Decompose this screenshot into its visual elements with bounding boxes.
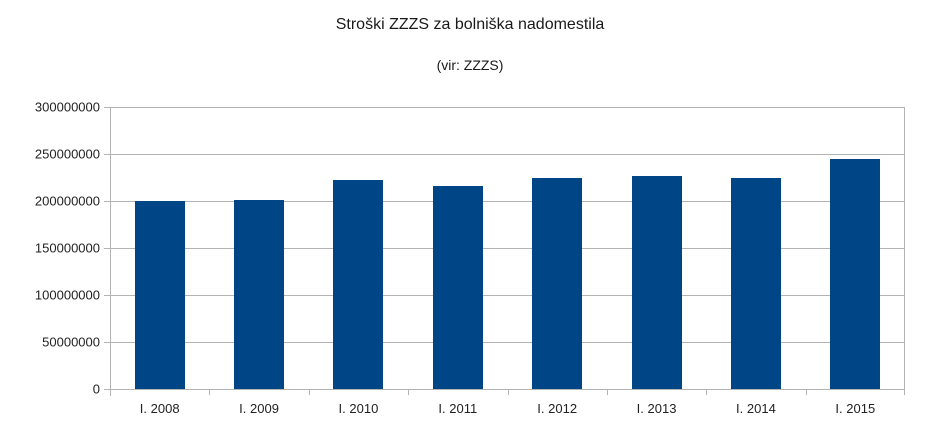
x-tick xyxy=(408,389,410,395)
plot-area xyxy=(110,107,905,390)
bar-2013 xyxy=(631,175,682,389)
y-tick xyxy=(104,107,110,108)
y-axis xyxy=(110,107,111,396)
bar-2009 xyxy=(234,200,285,389)
x-tick xyxy=(606,389,608,395)
chart-title: Stroški ZZZS za bolniška nadomestila xyxy=(335,16,605,33)
x-tick xyxy=(308,389,310,395)
y-tick xyxy=(104,248,110,249)
y-tick-label: 200000000 xyxy=(34,193,100,209)
bar-2015 xyxy=(830,158,881,389)
x-tick xyxy=(209,389,211,395)
gridline xyxy=(110,107,905,108)
bar-2014 xyxy=(730,177,781,389)
bar-2011 xyxy=(432,185,483,389)
gridline xyxy=(110,342,905,343)
x-tick-label: I. 2011 xyxy=(438,401,478,416)
x-tick xyxy=(507,389,509,395)
y-tick xyxy=(104,201,110,202)
x-tick xyxy=(805,389,807,395)
gridline xyxy=(110,295,905,296)
y-tick-label: 50000000 xyxy=(42,334,100,350)
x-tick xyxy=(706,389,708,395)
y-tick xyxy=(104,342,110,343)
x-tick-label: I. 2010 xyxy=(338,401,379,416)
gridline xyxy=(110,154,905,155)
y-tick xyxy=(104,295,110,296)
y-tick xyxy=(104,389,110,390)
x-tick xyxy=(904,389,905,395)
x-tick xyxy=(110,389,111,395)
bar-2010 xyxy=(333,180,384,389)
x-tick-label: I. 2013 xyxy=(636,401,677,416)
chart-subtitle: (vir: ZZZS) xyxy=(436,57,504,73)
bar-2012 xyxy=(532,177,583,389)
x-tick-label: I. 2014 xyxy=(736,401,776,416)
x-tick-label: I. 2015 xyxy=(835,401,876,416)
bar-2008 xyxy=(134,201,185,389)
x-tick-label: I. 2009 xyxy=(239,401,279,416)
y-tick-label: 100000000 xyxy=(34,287,100,303)
x-tick-label: I. 2008 xyxy=(139,401,180,416)
y-tick-label: 0 xyxy=(92,381,100,397)
y-tick-label: 150000000 xyxy=(34,240,100,256)
x-tick-label: I. 2012 xyxy=(537,401,578,416)
y-tick-label: 250000000 xyxy=(34,146,100,162)
y-tick-label: 300000000 xyxy=(34,99,100,115)
gridline xyxy=(110,201,905,202)
gridline xyxy=(110,248,905,249)
y-tick xyxy=(104,154,110,155)
